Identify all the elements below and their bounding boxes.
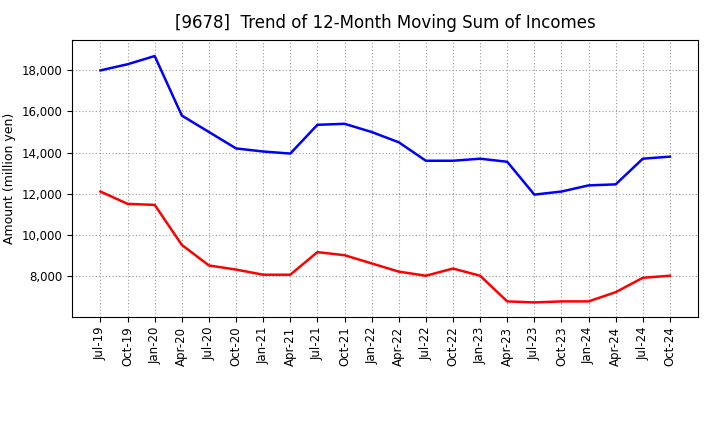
Ordinary Income (150, 53, 159, 59)
Net Income (204, 263, 213, 268)
Ordinary Income (313, 122, 322, 128)
Net Income (503, 299, 511, 304)
Net Income (476, 273, 485, 279)
Net Income (557, 299, 566, 304)
Net Income (150, 202, 159, 208)
Net Income (367, 261, 376, 266)
Ordinary Income (96, 68, 105, 73)
Ordinary Income (232, 146, 240, 151)
Ordinary Income (178, 113, 186, 118)
Ordinary Income (449, 158, 457, 163)
Ordinary Income (367, 129, 376, 135)
Ordinary Income (611, 182, 620, 187)
Ordinary Income (557, 189, 566, 194)
Ordinary Income (639, 156, 647, 161)
Line: Ordinary Income: Ordinary Income (101, 56, 670, 194)
Title: [9678]  Trend of 12-Month Moving Sum of Incomes: [9678] Trend of 12-Month Moving Sum of I… (175, 15, 595, 33)
Ordinary Income (286, 151, 294, 156)
Net Income (259, 272, 268, 277)
Net Income (96, 189, 105, 194)
Ordinary Income (395, 139, 403, 145)
Ordinary Income (341, 121, 349, 126)
Net Income (530, 300, 539, 305)
Net Income (611, 290, 620, 295)
Net Income (313, 249, 322, 255)
Net Income (178, 242, 186, 248)
Net Income (449, 266, 457, 271)
Net Income (421, 273, 430, 279)
Ordinary Income (204, 129, 213, 135)
Y-axis label: Amount (million yen): Amount (million yen) (3, 113, 16, 244)
Net Income (395, 269, 403, 274)
Ordinary Income (584, 183, 593, 188)
Net Income (232, 267, 240, 272)
Net Income (665, 273, 674, 279)
Ordinary Income (421, 158, 430, 163)
Net Income (341, 253, 349, 258)
Ordinary Income (530, 192, 539, 197)
Ordinary Income (476, 156, 485, 161)
Net Income (639, 275, 647, 280)
Net Income (123, 201, 132, 206)
Ordinary Income (123, 62, 132, 67)
Net Income (584, 299, 593, 304)
Ordinary Income (503, 159, 511, 165)
Ordinary Income (665, 154, 674, 159)
Net Income (286, 272, 294, 277)
Line: Net Income: Net Income (101, 191, 670, 302)
Ordinary Income (259, 149, 268, 154)
